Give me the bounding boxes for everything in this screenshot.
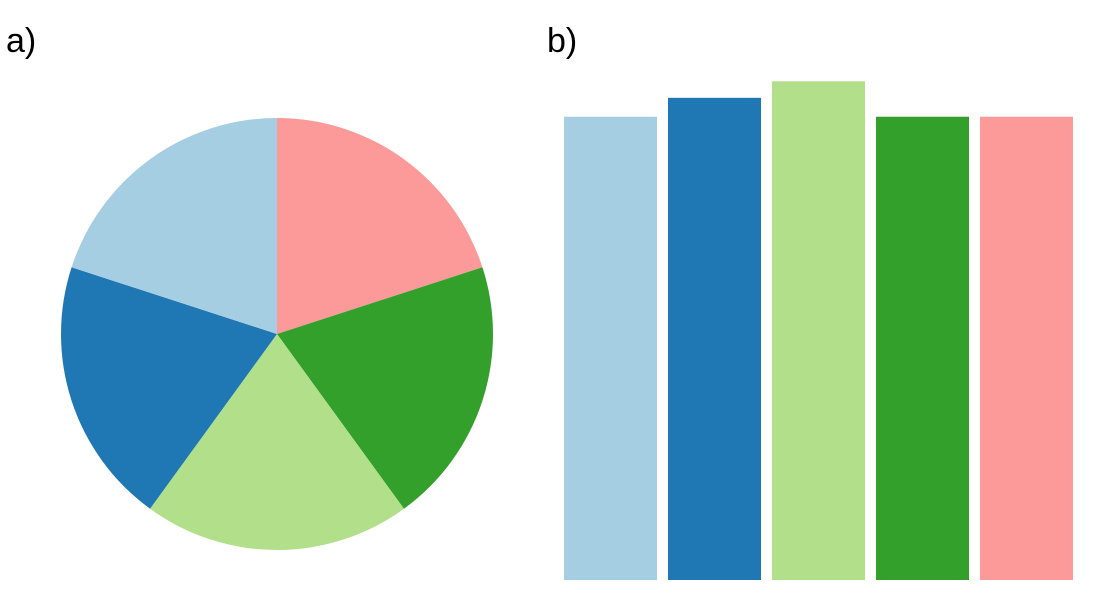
bar-4 <box>876 116 969 581</box>
pie-slice-3 <box>150 334 404 550</box>
panel-b-label: b) <box>547 22 578 60</box>
panel-a-label: a) <box>6 22 37 60</box>
pie-slice-4 <box>61 267 278 509</box>
pie-slice-1 <box>277 118 483 334</box>
bar-chart <box>564 81 1073 581</box>
bar-1 <box>564 116 657 581</box>
pie-slice-2 <box>277 267 493 509</box>
pie-slice-5 <box>71 118 277 334</box>
pie-chart <box>61 118 493 550</box>
bar-3 <box>772 81 865 580</box>
bar-5 <box>980 116 1073 581</box>
bar-2 <box>668 97 761 581</box>
